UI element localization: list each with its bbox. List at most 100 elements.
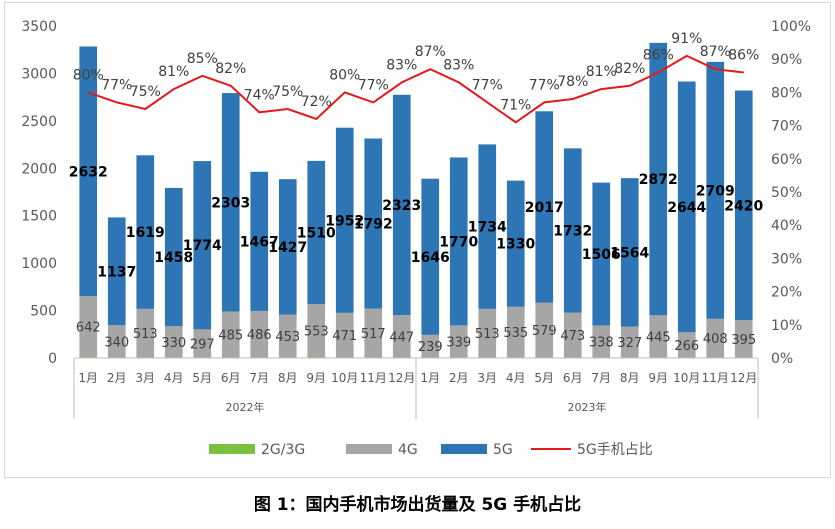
5g-share-label: 87% — [700, 44, 731, 60]
5g-share-label: 80% — [329, 67, 360, 83]
bar-5g — [136, 155, 155, 309]
4g-value-label: 579 — [532, 324, 557, 339]
bar-5g — [649, 42, 668, 316]
5g-share-label: 77% — [358, 77, 389, 93]
month-tick-label: 12月 — [730, 371, 757, 385]
bar-5g — [79, 46, 98, 297]
5g-share-line — [87, 54, 744, 124]
5g-share-label: 72% — [301, 94, 332, 110]
month-tick-label: 5月 — [534, 371, 554, 385]
bar-5g — [449, 157, 468, 326]
bar-4g — [221, 311, 240, 358]
4g-value-label: 445 — [646, 330, 671, 345]
bar-4g — [734, 320, 753, 358]
bar-4g — [478, 308, 497, 358]
5g-value-label: 2644 — [667, 200, 706, 216]
5g-value-label: 2017 — [525, 200, 564, 216]
legend-label: 2G/3G — [261, 442, 305, 458]
5g-value-label: 2709 — [696, 183, 735, 199]
5g-share-label: 81% — [586, 64, 617, 80]
5g-value-label: 1646 — [411, 250, 450, 266]
5g-value-label: 1734 — [468, 220, 507, 236]
month-tick-label: 2月 — [107, 371, 127, 385]
5g-value-label: 1330 — [496, 237, 535, 253]
month-tick-label: 4月 — [506, 371, 526, 385]
bar-4g — [250, 310, 269, 358]
bar-4g — [421, 334, 440, 358]
4g-value-label: 339 — [446, 335, 471, 350]
bar-4g — [136, 308, 155, 358]
month-tick-label: 10月 — [673, 371, 700, 385]
5g-value-label: 1952 — [325, 213, 364, 229]
5g-value-label: 2420 — [724, 198, 763, 214]
left-axis-tick: 2500 — [21, 114, 57, 130]
bar-4g — [107, 325, 126, 358]
bar-5g — [364, 138, 383, 309]
bar-4g — [620, 326, 639, 358]
4g-value-label: 471 — [332, 329, 357, 344]
bar-2g-3g — [307, 356, 326, 358]
chart-frame: 0 500 1000 1500 2000 2500 3000 3500 0% 10% 20% 30% 4… — [4, 2, 831, 478]
bar-5g — [478, 144, 497, 309]
bar-5g — [335, 127, 354, 313]
5g-share-label: 75% — [272, 84, 303, 100]
bar-5g — [221, 93, 240, 312]
5g-value-label: 1774 — [183, 238, 222, 254]
4g-value-label: 408 — [703, 332, 728, 347]
5g-value-label: 1510 — [297, 226, 336, 242]
4g-value-label: 517 — [361, 327, 386, 342]
5g-share-label: 71% — [500, 97, 531, 113]
left-axis-tick: 3000 — [21, 66, 57, 82]
bar-4g — [535, 302, 554, 358]
right-axis-tick: 20% — [771, 285, 802, 301]
month-tick-label: 2月 — [449, 371, 469, 385]
bar-5g — [506, 180, 525, 307]
5g-value-label: 2872 — [639, 172, 678, 188]
4g-value-label: 340 — [104, 335, 129, 350]
bar-5g — [392, 94, 411, 316]
4g-value-label: 553 — [304, 324, 329, 339]
month-tick-label: 12月 — [388, 371, 415, 385]
4g-value-label: 239 — [418, 340, 443, 355]
4g-value-label: 535 — [503, 326, 528, 341]
4g-value-label: 642 — [76, 321, 101, 336]
4g-value-label: 513 — [475, 327, 500, 342]
right-axis-tick: 30% — [771, 251, 802, 267]
5g-value-label: 1506 — [582, 247, 621, 263]
legend-swatch — [209, 444, 255, 454]
5g-share-label: 75% — [130, 84, 161, 100]
5g-share-label: 77% — [472, 77, 503, 93]
month-tick-label: 9月 — [648, 371, 668, 385]
5g-share-label: 91% — [671, 31, 702, 47]
month-tick-label: 1月 — [78, 371, 98, 385]
5g-share-label: 86% — [728, 47, 759, 63]
bar-4g — [335, 312, 354, 358]
5g-value-label: 1792 — [354, 216, 393, 232]
bar-4g — [164, 326, 183, 358]
5g-value-label: 2632 — [69, 164, 108, 180]
5g-share-label: 78% — [557, 74, 588, 90]
month-tick-label: 8月 — [620, 371, 640, 385]
month-tick-label: 4月 — [164, 371, 184, 385]
legend-swatch — [441, 444, 487, 454]
5g-value-label: 1467 — [240, 234, 279, 250]
bar-4g — [392, 315, 411, 358]
bar-5g — [677, 81, 696, 333]
month-tick-label: 7月 — [591, 371, 611, 385]
month-tick-label: 6月 — [563, 371, 583, 385]
bar-4g — [563, 312, 582, 358]
bar-4g — [307, 304, 326, 357]
left-axis-tick: 1000 — [21, 256, 57, 272]
5g-value-label: 1564 — [610, 245, 649, 261]
5g-share-label: 77% — [529, 77, 560, 93]
right-axis-tick: 100% — [771, 19, 811, 35]
5g-value-label: 1770 — [439, 234, 478, 250]
4g-value-label: 513 — [133, 327, 158, 342]
4g-value-label: 297 — [190, 337, 215, 352]
5g-share-label: 77% — [101, 77, 132, 93]
left-axis-tick: 1500 — [21, 209, 57, 225]
left-axis-tick: 500 — [30, 304, 57, 320]
month-tick-label: 3月 — [135, 371, 155, 385]
month-tick-label: 6月 — [221, 371, 241, 385]
year-group-label: 2023年 — [568, 400, 607, 414]
